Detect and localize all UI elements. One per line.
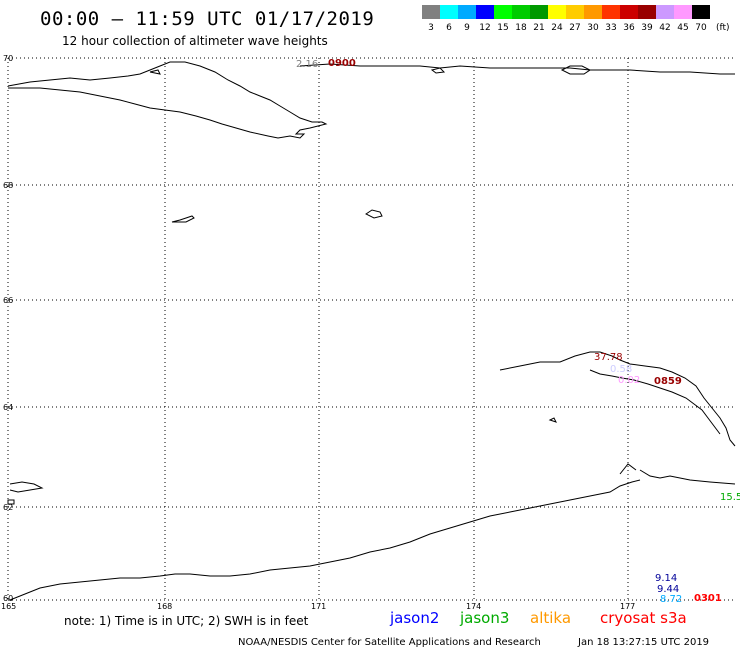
color-scale-label: 9 [464, 23, 470, 33]
obs-value: 0.58 [610, 364, 632, 375]
color-scale-label: 21 [533, 23, 544, 33]
footer-timestamp: Jan 18 13:27:15 UTC 2019 [577, 637, 709, 648]
color-scale-label: 42 [659, 23, 670, 33]
legend-jason3: jason3 [459, 609, 509, 627]
island-small-1 [430, 67, 446, 74]
obs-time: 0859 [654, 376, 682, 387]
lon-label-177: 177 [620, 602, 635, 611]
obs-value: 8.72 [660, 594, 682, 605]
color-swatch [512, 5, 530, 19]
color-swatch [530, 5, 548, 19]
color-swatch [584, 5, 602, 19]
color-swatch [458, 5, 476, 19]
legend-jason2: jason2 [389, 609, 439, 627]
color-scale-label: 3 [428, 23, 434, 33]
color-swatch [422, 5, 440, 19]
lat-label-64: 64 [3, 403, 13, 412]
obs-value: 9.44 [657, 584, 679, 595]
color-scale-legend: 3 6 9 12 15 18 21 24 27 30 33 36 39 42 45 70 [422, 5, 710, 33]
color-swatch [620, 5, 638, 19]
coastline-alaska-south [639, 469, 736, 485]
color-scale-label: 45 [677, 23, 688, 33]
color-swatch [476, 5, 494, 19]
color-scale-label: 33 [605, 23, 616, 33]
lat-label-62: 62 [3, 503, 13, 512]
color-swatch [692, 5, 710, 19]
lat-label-70: 70 [3, 54, 13, 63]
obs-value: 37.78 [594, 352, 623, 363]
map-frame: 70 68 66 64 62 60 165 168 171 174 177 [1, 54, 735, 611]
island-west-2 [7, 499, 15, 505]
color-swatch [566, 5, 584, 19]
island-mid-1 [365, 209, 383, 219]
footer-credit: NOAA/NESDIS Center for Satellite Applica… [238, 637, 541, 648]
color-scale-label: 18 [515, 23, 527, 33]
note-text: note: 1) Time is in UTC; 2) SWH is in fe… [64, 614, 309, 628]
color-scale-label: 24 [551, 23, 563, 33]
lon-label-168: 168 [157, 602, 172, 611]
coastline-seward-south [589, 369, 721, 435]
obs-value: 2.16 [296, 59, 318, 70]
lat-label-60: 60 [3, 594, 13, 603]
coastline-chukotka-south [9, 479, 641, 601]
obs-value: 9.14 [655, 573, 677, 584]
color-swatch [602, 5, 620, 19]
page-subtitle: 12 hour collection of altimeter wave hei… [62, 34, 328, 48]
color-scale-label: 12 [479, 23, 490, 33]
obs-time: 0301 [694, 593, 722, 604]
lat-label-66: 66 [3, 296, 13, 305]
obs-value: 15.5 [720, 492, 740, 503]
color-scale-label: 6 [446, 23, 452, 33]
obs-time: 0900 [328, 58, 356, 69]
island-small-3 [548, 417, 557, 423]
color-scale-label: 70 [695, 23, 707, 33]
legend-cryosat-s3a: cryosat s3a [600, 609, 687, 627]
legend-altika: altika [530, 609, 571, 627]
color-scale-label: 39 [641, 23, 653, 33]
color-swatch [440, 5, 458, 19]
coastline-seward-peninsula [499, 351, 736, 447]
color-scale-label: 27 [569, 23, 580, 33]
color-scale-unit: (ft) [716, 23, 730, 33]
lon-label-171: 171 [311, 602, 326, 611]
color-swatch [656, 5, 674, 19]
color-scale-label: 30 [587, 23, 599, 33]
island-west-1 [9, 481, 44, 493]
island-small-2 [149, 69, 161, 75]
coastlines [7, 61, 736, 601]
lon-label-165: 165 [1, 602, 16, 611]
island-mid-2 [171, 215, 195, 223]
obs-value: 0.02 [618, 375, 640, 386]
page-title: 00:00 – 11:59 UTC 01/17/2019 [40, 8, 374, 30]
coastline-alaska-south-2 [619, 463, 637, 475]
island-wrangel-east [560, 65, 591, 75]
observations: 2.16 0900 37.78 0.58 0.02 0859 15.5 9.14… [296, 58, 740, 605]
color-swatch [494, 5, 512, 19]
color-swatch [638, 5, 656, 19]
lat-label-68: 68 [3, 181, 13, 190]
color-scale-label: 36 [623, 23, 635, 33]
color-scale-label: 15 [497, 23, 508, 33]
coastline-chukotka-north-east [299, 63, 735, 75]
coastline-chukotka-north [7, 61, 328, 139]
lon-label-174: 174 [466, 602, 481, 611]
color-swatch [548, 5, 566, 19]
color-swatch [674, 5, 692, 19]
